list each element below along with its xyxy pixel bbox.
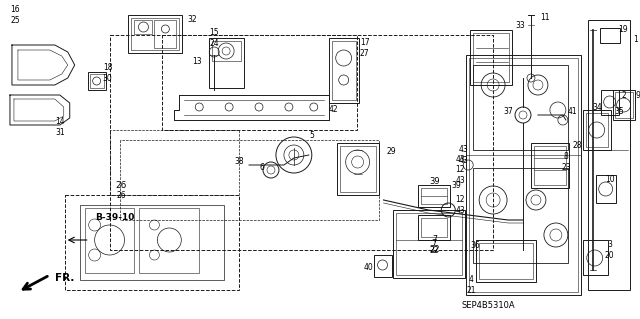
Bar	[601, 90, 619, 115]
Text: 16
25: 16 25	[10, 5, 20, 25]
Bar	[586, 113, 607, 147]
Text: 14
31: 14 31	[55, 117, 65, 137]
Text: 43: 43	[456, 155, 465, 165]
Bar	[374, 255, 392, 277]
Bar	[131, 18, 179, 50]
Text: 8
23: 8 23	[561, 152, 571, 172]
Bar	[337, 143, 378, 195]
Text: 11: 11	[540, 13, 550, 23]
Text: 6: 6	[260, 164, 264, 173]
Bar	[600, 28, 620, 43]
Text: 12
43: 12 43	[456, 195, 465, 215]
Text: 9: 9	[635, 91, 640, 100]
Bar	[65, 195, 239, 290]
Text: 29: 29	[387, 147, 396, 157]
Text: 40: 40	[364, 263, 374, 272]
Text: 13: 13	[193, 57, 202, 66]
Bar	[531, 143, 569, 188]
Text: 4
21: 4 21	[467, 275, 476, 295]
Text: 5: 5	[309, 130, 314, 139]
Bar	[90, 74, 104, 88]
Text: 26: 26	[116, 190, 126, 199]
Bar	[140, 208, 199, 273]
Text: SEP4B5310A: SEP4B5310A	[461, 300, 515, 309]
Text: 18
30: 18 30	[102, 63, 113, 83]
Bar	[419, 185, 451, 207]
Bar	[479, 243, 533, 279]
Text: 39: 39	[451, 181, 461, 189]
Bar	[473, 168, 568, 263]
Bar	[473, 65, 568, 150]
Text: 36: 36	[470, 241, 480, 249]
Bar	[612, 90, 635, 120]
Bar	[88, 72, 106, 90]
Bar	[329, 38, 358, 103]
Bar	[84, 208, 134, 273]
Text: FR.: FR.	[55, 273, 74, 283]
Bar	[421, 218, 447, 237]
Text: 3
20: 3 20	[605, 240, 614, 260]
Bar	[154, 20, 177, 48]
Bar	[473, 33, 509, 82]
Bar	[419, 215, 451, 240]
Text: 22: 22	[429, 244, 440, 254]
Text: 34: 34	[593, 103, 603, 113]
Bar	[421, 188, 447, 204]
Bar	[476, 240, 536, 282]
Text: 35: 35	[615, 108, 625, 116]
Bar	[109, 35, 493, 250]
Text: 15
24: 15 24	[209, 28, 219, 48]
Text: 10: 10	[605, 175, 614, 184]
Text: 32: 32	[188, 16, 197, 25]
Text: 19: 19	[618, 26, 627, 34]
Text: 42: 42	[329, 106, 339, 115]
Bar	[163, 35, 356, 130]
Bar	[397, 213, 462, 275]
Text: 43
43: 43 43	[458, 145, 468, 165]
Text: 41: 41	[568, 108, 578, 116]
Text: 38: 38	[234, 158, 244, 167]
Text: 37: 37	[503, 108, 513, 116]
Bar	[212, 41, 241, 61]
Text: 12
43: 12 43	[456, 165, 465, 185]
Text: 7: 7	[431, 239, 437, 248]
Bar	[127, 15, 182, 53]
Text: B-39-10: B-39-10	[95, 213, 134, 222]
Bar	[80, 205, 224, 280]
Bar	[534, 146, 566, 185]
Bar	[340, 146, 376, 192]
Bar	[134, 20, 152, 34]
Text: 2: 2	[621, 91, 626, 100]
Bar	[332, 41, 356, 100]
Bar	[470, 30, 512, 85]
Text: 26: 26	[116, 181, 127, 189]
Bar	[583, 240, 607, 275]
Bar	[596, 175, 616, 203]
Text: 17
27: 17 27	[360, 38, 369, 58]
Text: 33: 33	[515, 20, 525, 29]
Bar	[466, 55, 580, 295]
Bar	[209, 38, 244, 88]
Text: 1: 1	[633, 35, 638, 44]
Text: 7
22: 7 22	[429, 235, 439, 255]
Bar	[614, 92, 632, 118]
Bar	[588, 20, 630, 290]
Text: 39: 39	[429, 177, 440, 187]
Bar	[394, 210, 465, 278]
Text: 28: 28	[572, 140, 582, 150]
Bar	[469, 58, 578, 292]
Bar	[583, 110, 611, 150]
